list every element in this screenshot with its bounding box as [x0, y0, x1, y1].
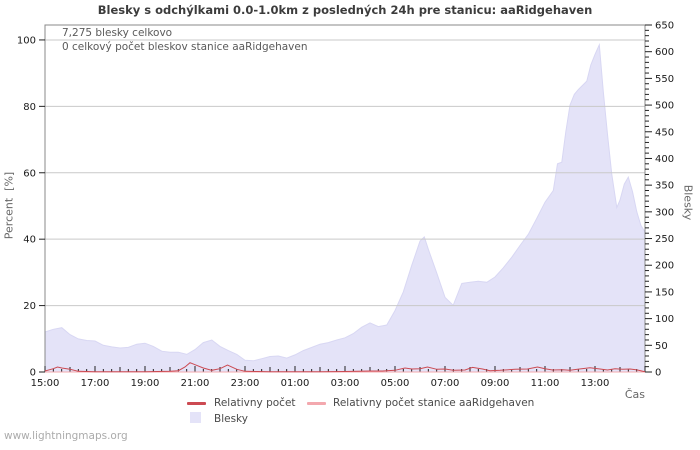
right-tick-label: 150 [655, 287, 674, 298]
x-tick-label: 17:00 [81, 378, 110, 389]
right-axis-title: Blesky [681, 184, 695, 221]
left-tick-label: 0 [30, 368, 36, 379]
station-strikes-annotation: 0 celkový počet bleskov stanice aaRidgeh… [62, 41, 308, 53]
legend-swatch-relative-count [187, 402, 206, 405]
left-axis-title: Percent [%] [2, 171, 16, 240]
right-tick-label: 500 [655, 101, 674, 112]
chart-title: Blesky s odchýlkami 0.0-1.0km z posledný… [97, 3, 593, 17]
x-tick-label: 23:00 [231, 378, 260, 389]
x-tick-label: 09:00 [481, 378, 510, 389]
left-tick-label: 60 [23, 168, 36, 179]
legend-label-relative-count: Relativny počet [214, 397, 296, 409]
x-tick-label: 15:00 [31, 378, 60, 389]
left-tick-label: 40 [23, 235, 36, 246]
left-tick-label: 20 [23, 301, 36, 312]
relative-count-line [44, 362, 646, 373]
legend-label-station-relative-count: Relativny počet stanice aaRidgehaven [333, 397, 535, 409]
legend-label-blesky-area: Blesky [214, 413, 248, 425]
right-tick-label: 550 [655, 74, 674, 85]
right-tick-label: 300 [655, 207, 674, 218]
x-tick-label: 03:00 [331, 378, 360, 389]
left-tick-label: 80 [23, 102, 36, 113]
x-tick-label: 11:00 [531, 378, 560, 389]
right-tick-label: 600 [655, 47, 674, 58]
right-tick-label: 400 [655, 154, 674, 165]
x-tick-label: 21:00 [181, 378, 210, 389]
right-tick-label: 250 [655, 234, 674, 245]
right-tick-label: 450 [655, 127, 674, 138]
right-tick-label: 0 [655, 368, 661, 379]
x-tick-label: 13:00 [581, 378, 610, 389]
right-tick-label: 350 [655, 181, 674, 192]
x-axis-title: Čas [624, 388, 645, 401]
x-tick-label: 05:00 [381, 378, 410, 389]
total-strikes-annotation: 7,275 blesky celkovo [62, 27, 173, 39]
blesky-area-series [44, 42, 646, 373]
legend-swatch-station-relative-count [307, 402, 326, 405]
x-tick-label: 01:00 [281, 378, 310, 389]
left-tick-label: 100 [17, 35, 36, 46]
x-tick-label: 07:00 [431, 378, 460, 389]
right-tick-label: 100 [655, 314, 674, 325]
legend-swatch-blesky-area [190, 412, 201, 423]
x-tick-label: 19:00 [131, 378, 160, 389]
right-tick-label: 650 [655, 21, 674, 32]
right-tick-label: 50 [655, 341, 668, 352]
watermark-url: www.lightningmaps.org [4, 430, 128, 442]
right-tick-label: 200 [655, 261, 674, 272]
